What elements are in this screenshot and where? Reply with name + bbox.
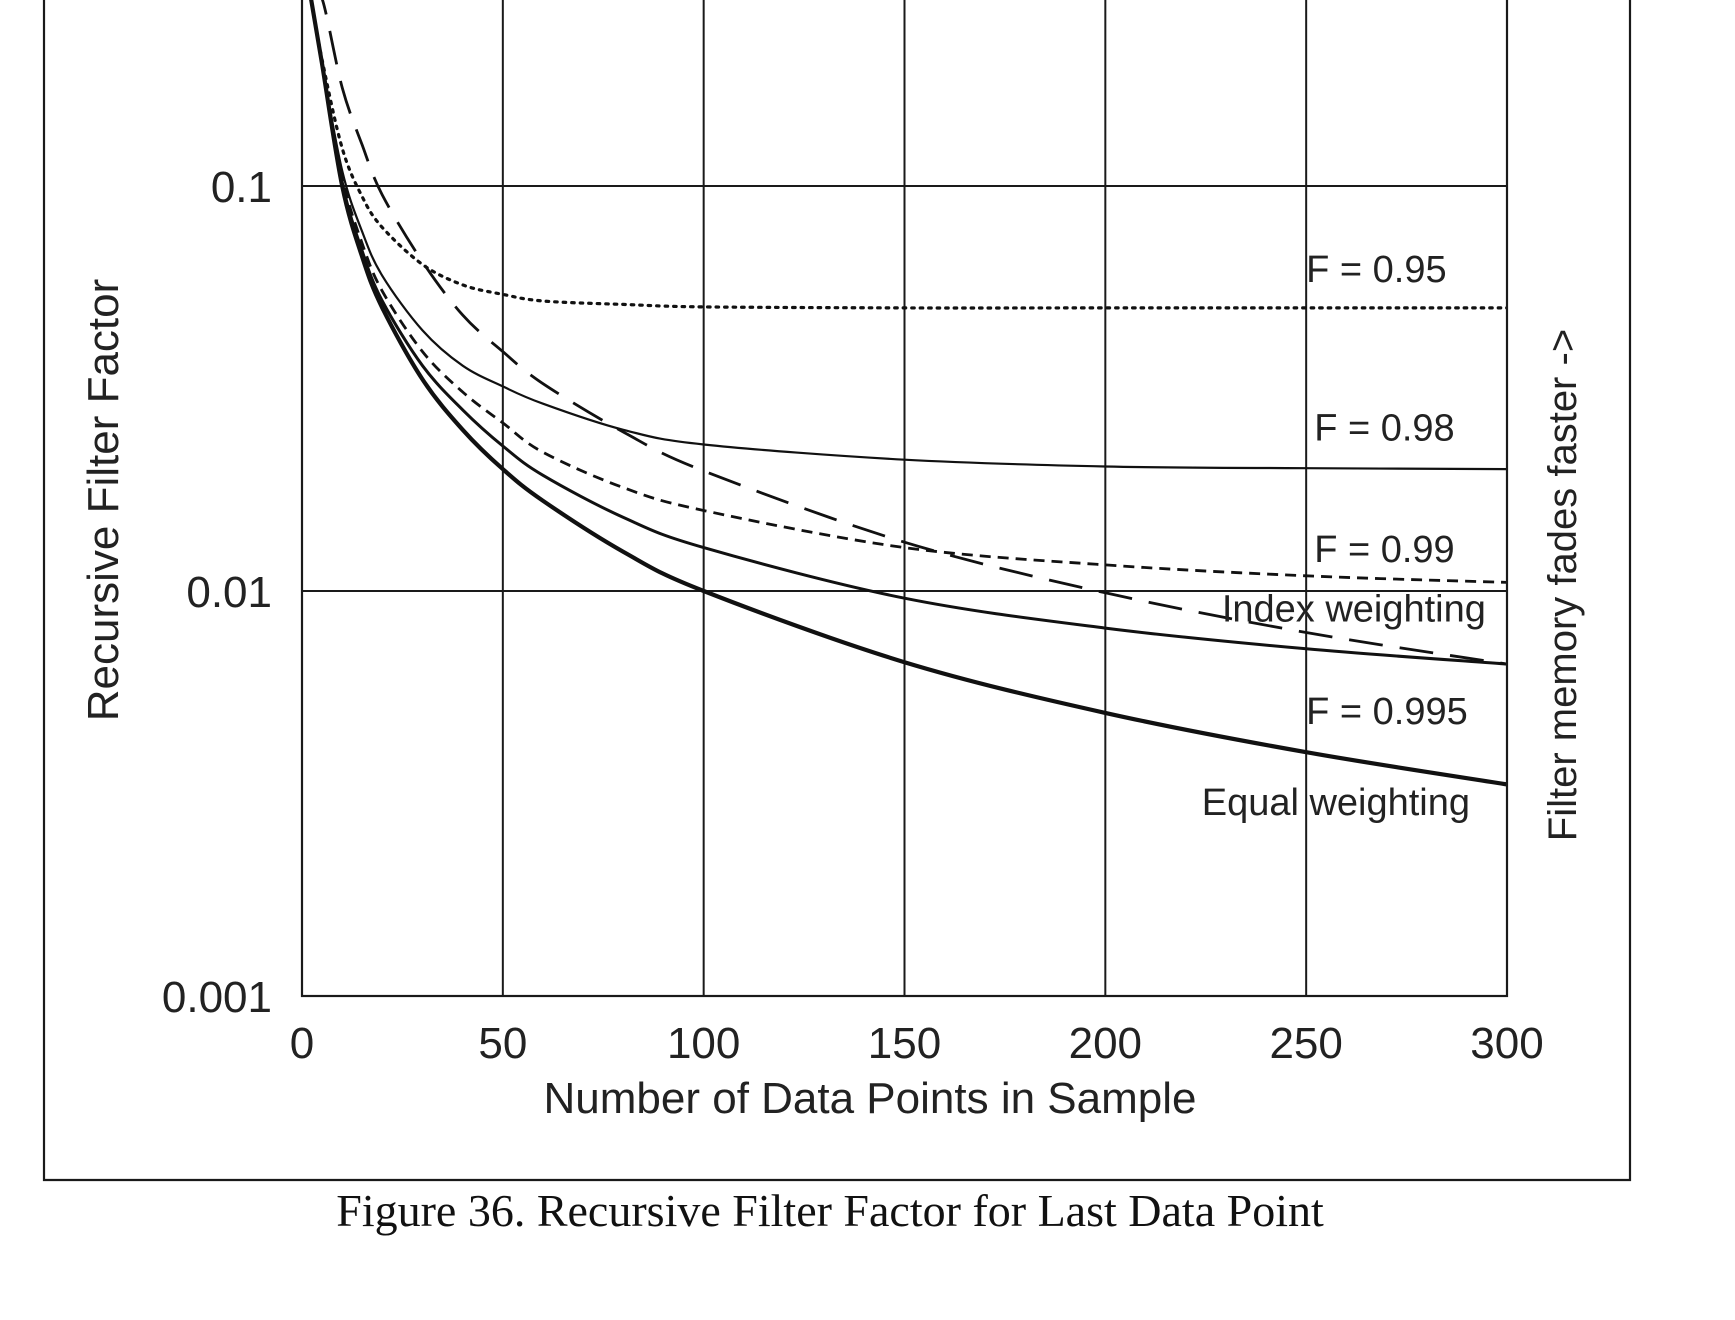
series-label: F = 0.99 — [1314, 529, 1454, 571]
y-axis-label: Recursive Filter Factor — [79, 279, 128, 722]
x-axis-label: Number of Data Points in Sample — [544, 1074, 1197, 1123]
right-axis-label: Filter memory fades faster -> — [1541, 329, 1585, 841]
y-tick-label: 0.01 — [186, 568, 272, 617]
grid — [302, 0, 1507, 996]
series-label: F = 0.995 — [1306, 691, 1468, 733]
curves — [309, 0, 1507, 787]
y-tick-label: 0.001 — [162, 973, 272, 1022]
x-tick-label: 200 — [1069, 1019, 1142, 1068]
y-tick-label: 0.1 — [211, 163, 272, 212]
series-line-index-weighting — [321, 0, 1507, 666]
x-tick-label: 50 — [478, 1019, 527, 1068]
figure-frame — [42, 0, 1632, 1182]
series-labels: F = 0.95 F = 0.98 F = 0.99 Index weighting F… — [1202, 249, 1486, 824]
series-label: F = 0.98 — [1314, 408, 1454, 450]
x-tick-label: 100 — [667, 1019, 740, 1068]
series-label: Index weighting — [1222, 589, 1486, 631]
figure-caption: Figure 36. Recursive Filter Factor for L… — [336, 1185, 1324, 1236]
x-tick-label: 250 — [1269, 1019, 1342, 1068]
x-tick-label: 0 — [290, 1019, 314, 1068]
series-line-f-0-95 — [309, 0, 1507, 310]
ticks: 0 50 100 150 200 250 300 0.1 0.01 0.001 — [162, 163, 1544, 1068]
x-tick-label: 150 — [868, 1019, 941, 1068]
series-line-equal-weighting — [309, 0, 1507, 787]
x-tick-label: 300 — [1470, 1019, 1543, 1068]
series-line-f-0-98 — [310, 0, 1507, 471]
series-label: F = 0.95 — [1306, 249, 1446, 291]
series-label: Equal weighting — [1202, 782, 1470, 824]
series-line-f-0-99 — [309, 0, 1507, 584]
plot-frame — [300, 0, 1509, 998]
